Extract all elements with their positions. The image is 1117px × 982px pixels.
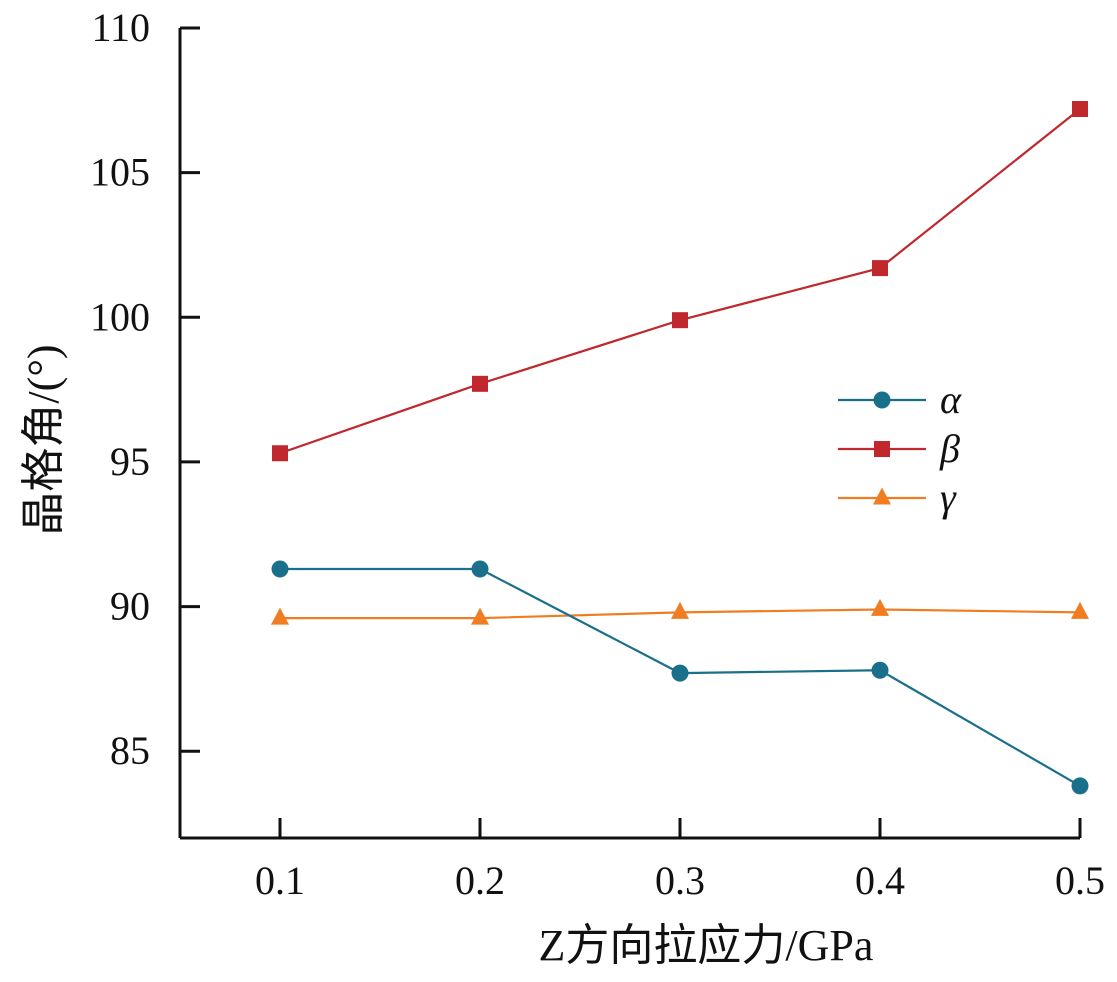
legend-entry: γ [838, 475, 957, 520]
x-tick-label: 0.5 [1055, 858, 1105, 903]
legend-label: β [939, 426, 960, 471]
legend: αβγ [838, 377, 962, 520]
data-point [871, 661, 889, 679]
legend-entry: β [838, 426, 960, 471]
x-axis-title: Z方向拉应力/GPa [539, 921, 874, 970]
data-point [271, 607, 289, 625]
x-tick-label: 0.3 [655, 858, 705, 903]
data-point [471, 607, 489, 625]
y-tick-label: 105 [90, 150, 150, 195]
y-tick-label: 90 [110, 584, 150, 629]
x-tick-label: 0.1 [255, 858, 305, 903]
legend-marker [874, 441, 890, 457]
legend-marker [873, 391, 891, 409]
data-point [671, 664, 689, 682]
legend-label: γ [940, 475, 957, 520]
data-point [472, 375, 488, 392]
data-point [471, 560, 489, 578]
y-tick-label: 95 [110, 439, 150, 484]
series-2 [272, 101, 1088, 462]
legend-entry: α [838, 377, 962, 422]
legend-marker [873, 487, 891, 505]
data-point [272, 445, 288, 462]
y-axis-title: 晶格角/(°) [19, 344, 68, 535]
data-point [1072, 101, 1088, 117]
data-point [872, 260, 888, 277]
series-layer [271, 101, 1089, 795]
data-point [672, 312, 688, 329]
data-point [1071, 777, 1089, 795]
data-point [871, 598, 889, 616]
x-tick-label: 0.2 [455, 858, 505, 903]
axes: 85 90 95 100 105 110 0.1 0.2 0.3 0.4 0.5 [90, 5, 1105, 903]
data-point [1071, 601, 1089, 619]
series-3 [271, 598, 1089, 625]
series-1 [271, 560, 1089, 795]
y-tick-label: 100 [90, 294, 150, 339]
legend-label: α [940, 377, 962, 422]
x-tick-label: 0.4 [855, 858, 905, 903]
data-point [271, 560, 289, 578]
y-tick-label: 85 [110, 728, 150, 773]
data-point [671, 601, 689, 619]
y-tick-label: 110 [91, 5, 150, 50]
